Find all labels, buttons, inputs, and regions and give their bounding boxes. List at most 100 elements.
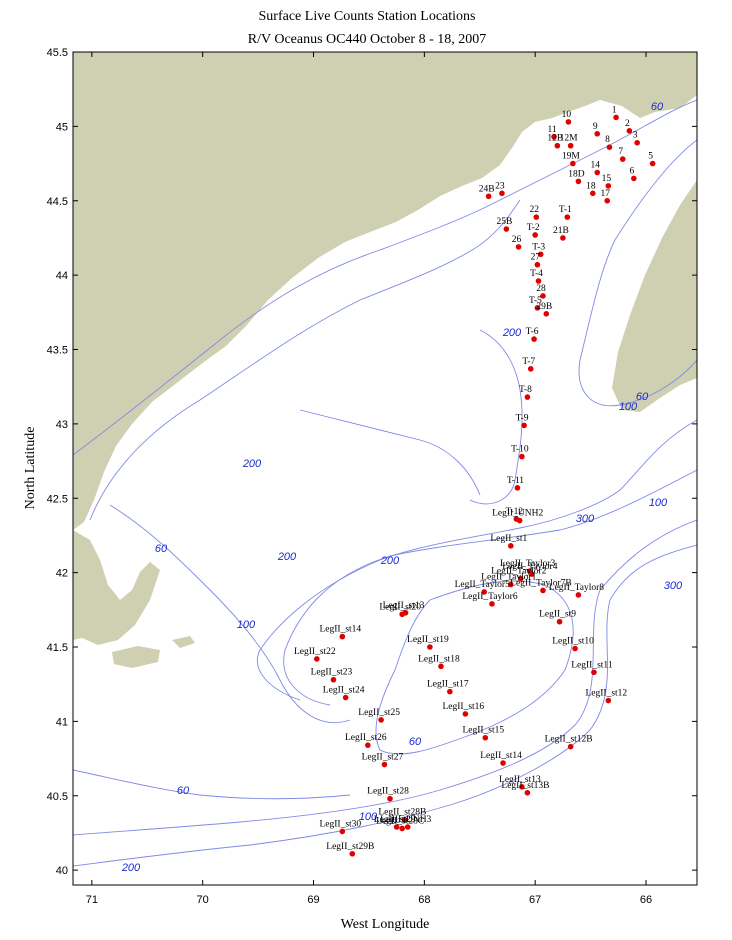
station-marker — [534, 261, 541, 268]
station-marker — [381, 761, 388, 768]
station-marker — [631, 175, 637, 182]
station-marker — [500, 760, 506, 766]
station-label: LegII_st13B — [501, 781, 549, 791]
station-label: 12M — [560, 134, 579, 144]
station-marker — [524, 789, 531, 796]
station-label: LegII_st12 — [585, 689, 627, 699]
station-marker — [533, 214, 540, 220]
station-marker — [399, 611, 405, 618]
station-marker — [378, 717, 384, 723]
station-marker — [619, 156, 626, 162]
station-label: 14 — [590, 160, 600, 170]
station-label: LegII_st1 — [490, 534, 527, 544]
station-marker — [489, 601, 495, 607]
station-marker — [605, 183, 612, 189]
station-label: 9 — [593, 122, 598, 132]
station-label: LegII_st17 — [427, 680, 469, 690]
station-marker — [514, 485, 521, 491]
station-marker — [604, 197, 611, 204]
station-marker — [519, 453, 525, 460]
station-label: 24B — [479, 184, 495, 194]
station-label: 27 — [531, 253, 541, 263]
station-marker — [507, 543, 514, 549]
station-marker — [613, 114, 619, 121]
station-marker — [524, 394, 531, 400]
station-label: LegII_st16 — [443, 702, 485, 712]
station-label: LegII_st29 — [374, 815, 416, 825]
contour-label: 100 — [619, 401, 638, 413]
x-tick-label: 66 — [640, 894, 652, 906]
station-label: LegII_Taylor5 — [455, 580, 511, 590]
x-tick-label: 68 — [418, 894, 430, 906]
station-marker — [575, 592, 582, 598]
contour-label: 60 — [155, 543, 168, 555]
station-label: 28 — [536, 284, 546, 294]
station-marker — [438, 663, 444, 670]
overlay: 71 70 69 68 67 664040.54141.54242.54343.54444… — [47, 47, 697, 906]
contour-label: 60 — [409, 736, 422, 748]
contour-line — [109, 504, 351, 724]
station-label: 19M — [562, 152, 581, 162]
station-marker — [575, 178, 582, 185]
station-label: LegII_st10 — [552, 636, 594, 646]
contour-line — [375, 580, 574, 755]
station-label: LegII_Taylor2 — [491, 567, 547, 577]
station-marker — [387, 795, 393, 802]
station-marker — [447, 688, 453, 695]
station-marker — [481, 589, 487, 595]
station-label: 18 — [586, 181, 596, 191]
station-label: LegII_Taylor1 — [481, 573, 537, 583]
station-label: 8 — [605, 135, 610, 145]
station-marker — [339, 828, 346, 835]
station-marker — [594, 131, 601, 137]
contour-label: 300 — [664, 580, 683, 592]
station-marker — [605, 697, 612, 704]
contour-label: 200 — [242, 458, 262, 470]
contour-label: 60 — [177, 785, 190, 797]
station-marker — [342, 694, 349, 701]
station-marker — [517, 575, 524, 582]
x-axis-title: West Longitude — [341, 917, 430, 932]
station-label: 6 — [629, 166, 634, 176]
station-label: LegII_st29B — [326, 842, 374, 852]
station-marker — [540, 587, 546, 594]
contour-line — [299, 409, 481, 496]
station-label: 2 — [625, 119, 630, 129]
station-label: LegII_Taylor3 — [500, 559, 556, 569]
y-tick-label: 43.5 — [47, 345, 68, 357]
station-label: 15 — [602, 174, 612, 184]
station-marker — [554, 142, 561, 149]
x-tick-label: 69 — [307, 894, 319, 906]
station-marker — [314, 656, 320, 662]
station-label: LegII_st9 — [539, 610, 576, 620]
contour-line — [256, 419, 697, 701]
station-marker — [516, 517, 523, 524]
station-marker — [507, 581, 514, 588]
contour-line — [73, 99, 697, 456]
station-label: 12B — [547, 134, 563, 144]
y-tick-label: 42.5 — [47, 493, 68, 505]
station-label: T-2 — [527, 223, 540, 233]
land-islands — [112, 636, 195, 668]
y-axis-title: North Latitude — [23, 427, 38, 510]
station-label: LegII_st22 — [294, 647, 336, 657]
station-marker — [556, 618, 563, 625]
station-label: LegII_st25 — [358, 708, 400, 718]
station-label: T-5 — [529, 296, 542, 306]
station-label: 17 — [600, 189, 610, 199]
station-marker — [567, 142, 574, 149]
station-marker — [365, 742, 371, 748]
station-marker — [565, 119, 572, 125]
station-label: LegII_st13 — [383, 601, 425, 611]
station-label: LegII_Taylor8 — [549, 583, 605, 593]
station-marker — [527, 366, 534, 372]
station-marker — [531, 336, 537, 342]
station-marker — [634, 139, 640, 146]
station-marker — [564, 214, 571, 220]
contour-label: 200 — [277, 551, 297, 563]
station-label: 7 — [618, 147, 623, 157]
contour-label: 200 — [121, 862, 141, 874]
station-label: T-12 — [506, 507, 524, 517]
station-marker — [482, 734, 489, 741]
